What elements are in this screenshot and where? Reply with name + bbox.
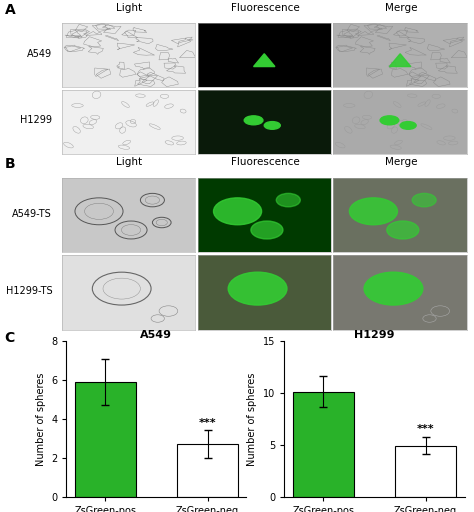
Y-axis label: Number of spheres: Number of spheres: [36, 372, 46, 465]
Polygon shape: [390, 54, 411, 67]
Circle shape: [228, 272, 287, 305]
Text: ***: ***: [417, 424, 435, 434]
Circle shape: [400, 122, 416, 129]
Circle shape: [349, 198, 398, 225]
Circle shape: [213, 198, 262, 225]
Circle shape: [264, 122, 280, 129]
Bar: [395, 446, 456, 497]
Text: A549: A549: [27, 49, 52, 59]
Text: ***: ***: [199, 418, 217, 428]
Title: H1299: H1299: [354, 330, 395, 340]
Polygon shape: [254, 54, 275, 67]
Text: Merge: Merge: [385, 3, 418, 13]
Text: B: B: [5, 157, 15, 171]
Circle shape: [364, 272, 423, 305]
Text: A: A: [5, 3, 16, 16]
Circle shape: [380, 116, 399, 125]
Text: H1299-TS: H1299-TS: [6, 286, 52, 296]
Text: A549-TS: A549-TS: [12, 209, 52, 219]
Text: Fluorescence: Fluorescence: [231, 3, 300, 13]
Circle shape: [387, 221, 419, 239]
Y-axis label: Number of spheres: Number of spheres: [247, 372, 257, 465]
Circle shape: [276, 194, 301, 207]
Text: Fluorescence: Fluorescence: [231, 157, 300, 167]
Bar: [177, 444, 238, 497]
Text: Light: Light: [117, 3, 143, 13]
Title: A549: A549: [140, 330, 173, 340]
Text: Light: Light: [117, 157, 143, 167]
Circle shape: [251, 221, 283, 239]
Bar: [74, 382, 136, 497]
Circle shape: [244, 116, 263, 125]
Circle shape: [412, 194, 436, 207]
Text: Merge: Merge: [385, 157, 418, 167]
Text: H1299: H1299: [20, 115, 52, 125]
Bar: [292, 392, 354, 497]
Text: C: C: [5, 331, 15, 345]
